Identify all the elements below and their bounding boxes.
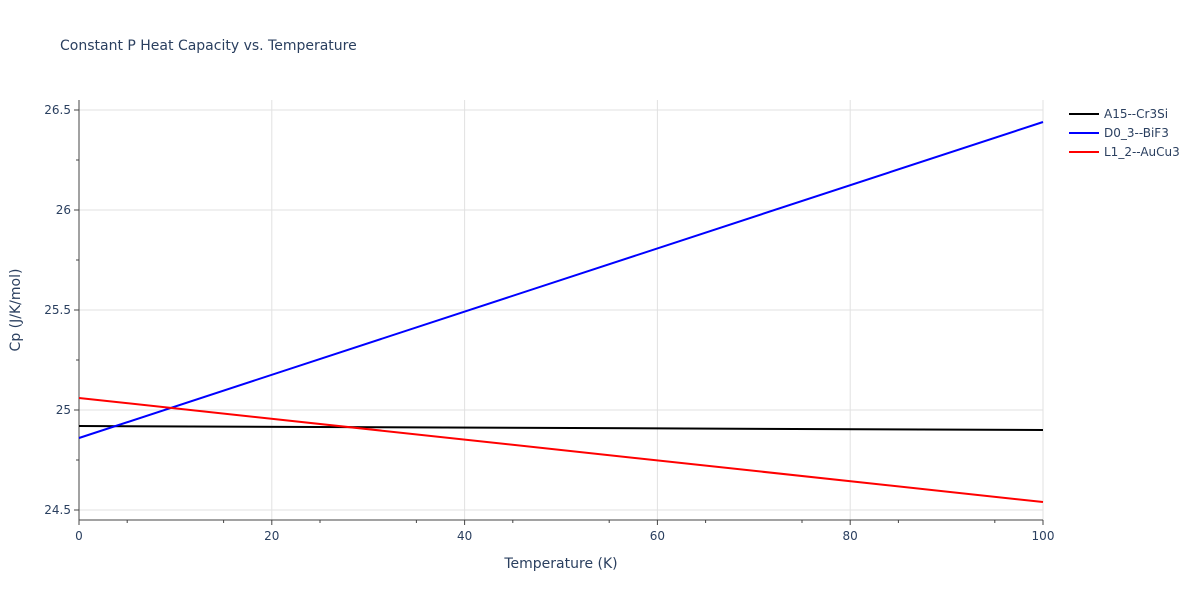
- series-line: [78, 397, 1044, 503]
- series: [78, 121, 1044, 503]
- legend-item[interactable]: L1_2--AuCu3: [1069, 145, 1180, 159]
- series-line: [78, 121, 1044, 439]
- x-tick-label: 20: [264, 529, 279, 543]
- legend-item[interactable]: A15--Cr3Si: [1069, 107, 1168, 121]
- x-axis-title: Temperature (K): [503, 556, 617, 572]
- legend[interactable]: A15--Cr3Si D0_3--BiF3 L1_2--AuCu3: [1069, 107, 1180, 159]
- x-tick-label: 40: [457, 529, 472, 543]
- y-ticks: 24.5 25 25.5 26 26.5: [44, 103, 79, 517]
- chart-title: Constant P Heat Capacity vs. Temperature: [60, 38, 357, 54]
- grid: [79, 100, 1044, 520]
- legend-label: L1_2--AuCu3: [1104, 145, 1180, 159]
- y-axis-title: Cp (J/K/mol): [8, 269, 24, 352]
- series-line: [78, 425, 1044, 431]
- x-tick-label: 0: [75, 529, 83, 543]
- y-tick-label: 25.5: [44, 303, 71, 317]
- y-tick-label: 26: [56, 203, 71, 217]
- x-ticks: 0 20 40 60 80 100: [75, 520, 1054, 543]
- y-tick-label: 26.5: [44, 103, 71, 117]
- legend-label: A15--Cr3Si: [1104, 107, 1168, 121]
- y-tick-label: 24.5: [44, 503, 71, 517]
- x-tick-label: 80: [843, 529, 858, 543]
- y-tick-label: 25: [56, 403, 71, 417]
- x-tick-label: 100: [1032, 529, 1055, 543]
- legend-label: D0_3--BiF3: [1104, 126, 1169, 140]
- legend-item[interactable]: D0_3--BiF3: [1069, 126, 1169, 140]
- x-tick-label: 60: [650, 529, 665, 543]
